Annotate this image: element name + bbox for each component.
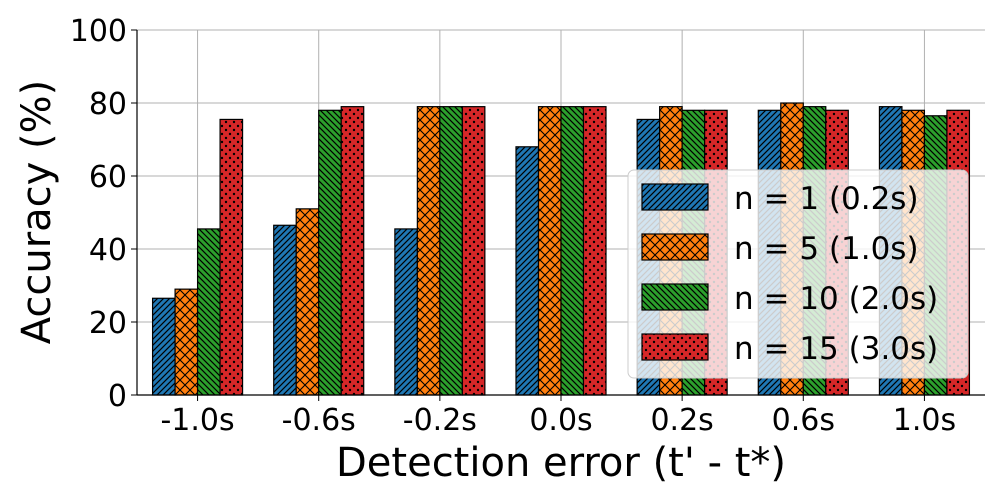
legend-label: n = 5 (1.0s) — [734, 231, 919, 267]
bar — [174, 288, 199, 396]
bar-hatch — [295, 208, 320, 396]
bar — [340, 106, 365, 396]
bar — [196, 228, 221, 396]
x-tick-label: -0.6s — [282, 403, 356, 438]
bar — [560, 106, 585, 396]
legend-swatch — [641, 333, 709, 361]
axes — [131, 29, 985, 401]
legend-swatch — [641, 183, 709, 211]
x-tick-label: 1.0s — [893, 403, 956, 438]
bar-hatch — [461, 106, 486, 396]
y-tick-label: 80 — [89, 87, 127, 122]
bar-hatch — [318, 109, 342, 396]
bar-hatch — [196, 228, 221, 396]
bar-hatch — [340, 106, 365, 396]
bar-hatch — [439, 106, 463, 396]
legend-box — [627, 169, 969, 379]
legend-swatch — [641, 233, 709, 261]
bar-hatch — [582, 106, 607, 396]
legend-entry: n = 5 (1.0s) — [641, 231, 919, 267]
bar — [537, 106, 562, 396]
x-axis-title: Detection error (t' - t*) — [336, 440, 786, 486]
x-tick-label: -0.2s — [403, 403, 477, 438]
legend-label: n = 10 (2.0s) — [734, 281, 938, 317]
bar — [295, 208, 320, 396]
bar-hatch — [416, 106, 441, 396]
legend-entry: n = 10 (2.0s) — [641, 281, 938, 317]
x-tick-label: 0.6s — [772, 403, 835, 438]
bar-hatch — [537, 106, 562, 396]
bar — [273, 224, 297, 396]
bar-hatch — [273, 224, 297, 396]
bar — [515, 146, 540, 396]
y-tick-label: 20 — [89, 306, 127, 341]
y-axis-title: Accuracy (%) — [14, 80, 60, 345]
bar — [394, 228, 418, 396]
legend-entry: n = 1 (0.2s) — [641, 181, 919, 217]
y-tick-label: 100 — [70, 14, 127, 49]
legend-swatch — [641, 283, 709, 311]
bar — [219, 118, 244, 396]
legend-entry: n = 15 (3.0s) — [641, 331, 938, 367]
x-tick-label: -1.0s — [160, 403, 234, 438]
legend-label: n = 15 (3.0s) — [734, 331, 938, 367]
bar — [318, 109, 342, 396]
y-tick-label: 40 — [89, 233, 127, 268]
bar — [416, 106, 441, 396]
bar — [151, 297, 176, 396]
bar — [439, 106, 463, 396]
bar-hatch — [394, 228, 418, 396]
bar-hatch — [560, 106, 585, 396]
bar-hatch — [515, 146, 540, 396]
bar — [461, 106, 486, 396]
x-tick-label: 0.0s — [529, 403, 592, 438]
tick-labels: 0 20 40 60 80 100 -1.0s -0.6s -0.2s 0.0s 0.2s 0.6s 1… — [70, 14, 956, 438]
bar-hatch — [151, 297, 176, 396]
bar-hatch — [219, 118, 244, 396]
legend: n = 1 (0.2s) n = 5 (1.0s) n = 10 (2.0s) n =… — [627, 169, 969, 379]
x-tick-label: 0.2s — [650, 403, 713, 438]
legend-label: n = 1 (0.2s) — [734, 181, 919, 217]
y-tick-label: 0 — [108, 379, 127, 414]
bar-hatch — [174, 288, 199, 396]
y-tick-label: 60 — [89, 160, 127, 195]
bar — [582, 106, 607, 396]
